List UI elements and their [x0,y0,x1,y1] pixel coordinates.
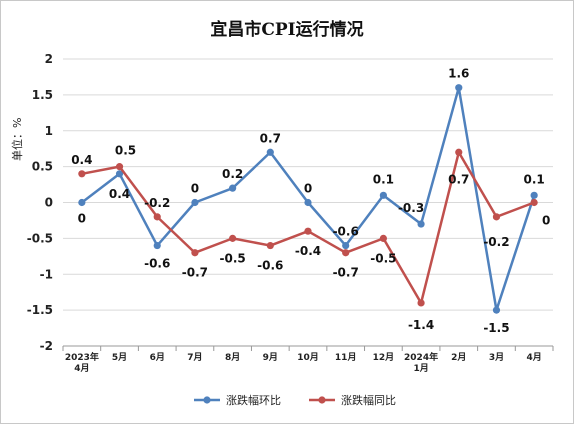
label-layer: 0 0.4 -0.6 0 0.2 0.7 0 -0.6 0.1 -0.3 1.6 -1.5 0.1 0.4… [71,67,550,335]
x-tick-label: 2023年 4月 [65,351,99,374]
x-tick-label: 8月 [225,352,240,363]
data-label: 0.1 [373,172,394,186]
x-tick-label: 4月 [527,352,542,363]
data-point [115,170,124,178]
data-point [342,249,350,257]
data-label: 0.7 [448,172,469,186]
data-point [78,198,86,207]
data-label: 0.2 [222,167,243,181]
data-point [304,198,312,207]
y-tick-label: 1.5 [32,88,53,102]
x-tick-label: 5月 [112,352,127,363]
chart-title: 宜昌市CPI运行情况 [210,20,364,40]
data-label: -0.7 [333,266,359,280]
data-label: -0.7 [182,266,208,280]
y-tick-label: -1.5 [27,303,53,317]
data-label: 1.6 [448,67,469,81]
data-point [304,227,312,235]
data-point [266,241,274,250]
data-label: 0.4 [109,187,130,201]
data-label: -0.3 [398,201,424,215]
data-point [229,184,237,192]
x-tick-label: 6月 [150,352,165,363]
data-label: 0.4 [71,153,92,167]
data-point [455,148,463,156]
x-tick-label: 11月 [335,352,357,363]
data-label: 0 [191,182,199,196]
data-label: -1.4 [408,318,434,332]
data-point [455,84,463,92]
x-tick-label: 12月 [373,352,395,363]
x-tick-label: 2月 [451,352,466,363]
y-tick-label: -2 [40,339,53,353]
x-tick-label: 10月 [297,352,319,363]
x-tick-label: 9月 [263,352,278,363]
data-label: -0.2 [483,235,509,249]
data-point [78,170,86,178]
axis-layer: 2 1.5 1 0.5 0 -0.5 -1 -1.5 -2 2023年 4月 5月 6月 7月 8月 9月 10… [27,52,554,374]
data-point [153,241,161,250]
data-point [492,306,501,314]
series-layer [78,84,538,314]
data-label: -0.6 [144,257,170,271]
data-label: 0.7 [260,131,281,145]
legend-label: 涨跌幅同比 [341,393,396,407]
y-tick-label: -0.5 [27,231,53,245]
data-label: -0.6 [333,225,359,239]
data-point [417,299,425,307]
data-label: 0 [542,214,550,228]
legend-label: 涨跌幅环比 [226,393,281,407]
data-point [191,249,199,257]
data-label: 0 [78,212,86,226]
data-point [530,191,538,199]
data-point [342,241,350,250]
data-label: -0.6 [257,259,283,273]
data-point [379,234,387,242]
data-label: 0.5 [115,144,136,158]
y-tick-label: 2 [45,52,53,66]
data-label: -0.4 [295,244,321,258]
data-point [191,198,199,207]
data-point [492,213,501,221]
y-tick-label: -1 [40,267,53,281]
data-point [530,198,538,207]
data-point [153,213,161,221]
data-point [115,163,124,171]
data-label: -1.5 [483,321,509,335]
data-point [229,234,237,242]
y-tick-label: 0.5 [32,160,53,174]
data-point [266,148,274,156]
y-tick-label: 1 [45,124,53,138]
data-label: -0.5 [370,251,396,265]
data-point [379,191,387,199]
x-tick-label: 7月 [187,352,202,363]
legend-marker [318,396,326,404]
data-label: 0.1 [524,172,545,186]
x-tick-label: 3月 [489,352,504,363]
data-label: 0 [304,182,312,196]
legend: 涨跌幅环比 涨跌幅同比 [194,393,396,407]
data-point [417,220,425,228]
y-tick-label: 0 [45,196,53,210]
legend-marker [203,396,211,404]
x-tick-label: 2024年 1月 [404,351,438,374]
data-label: -0.2 [144,196,170,210]
data-label: -0.5 [219,251,245,265]
